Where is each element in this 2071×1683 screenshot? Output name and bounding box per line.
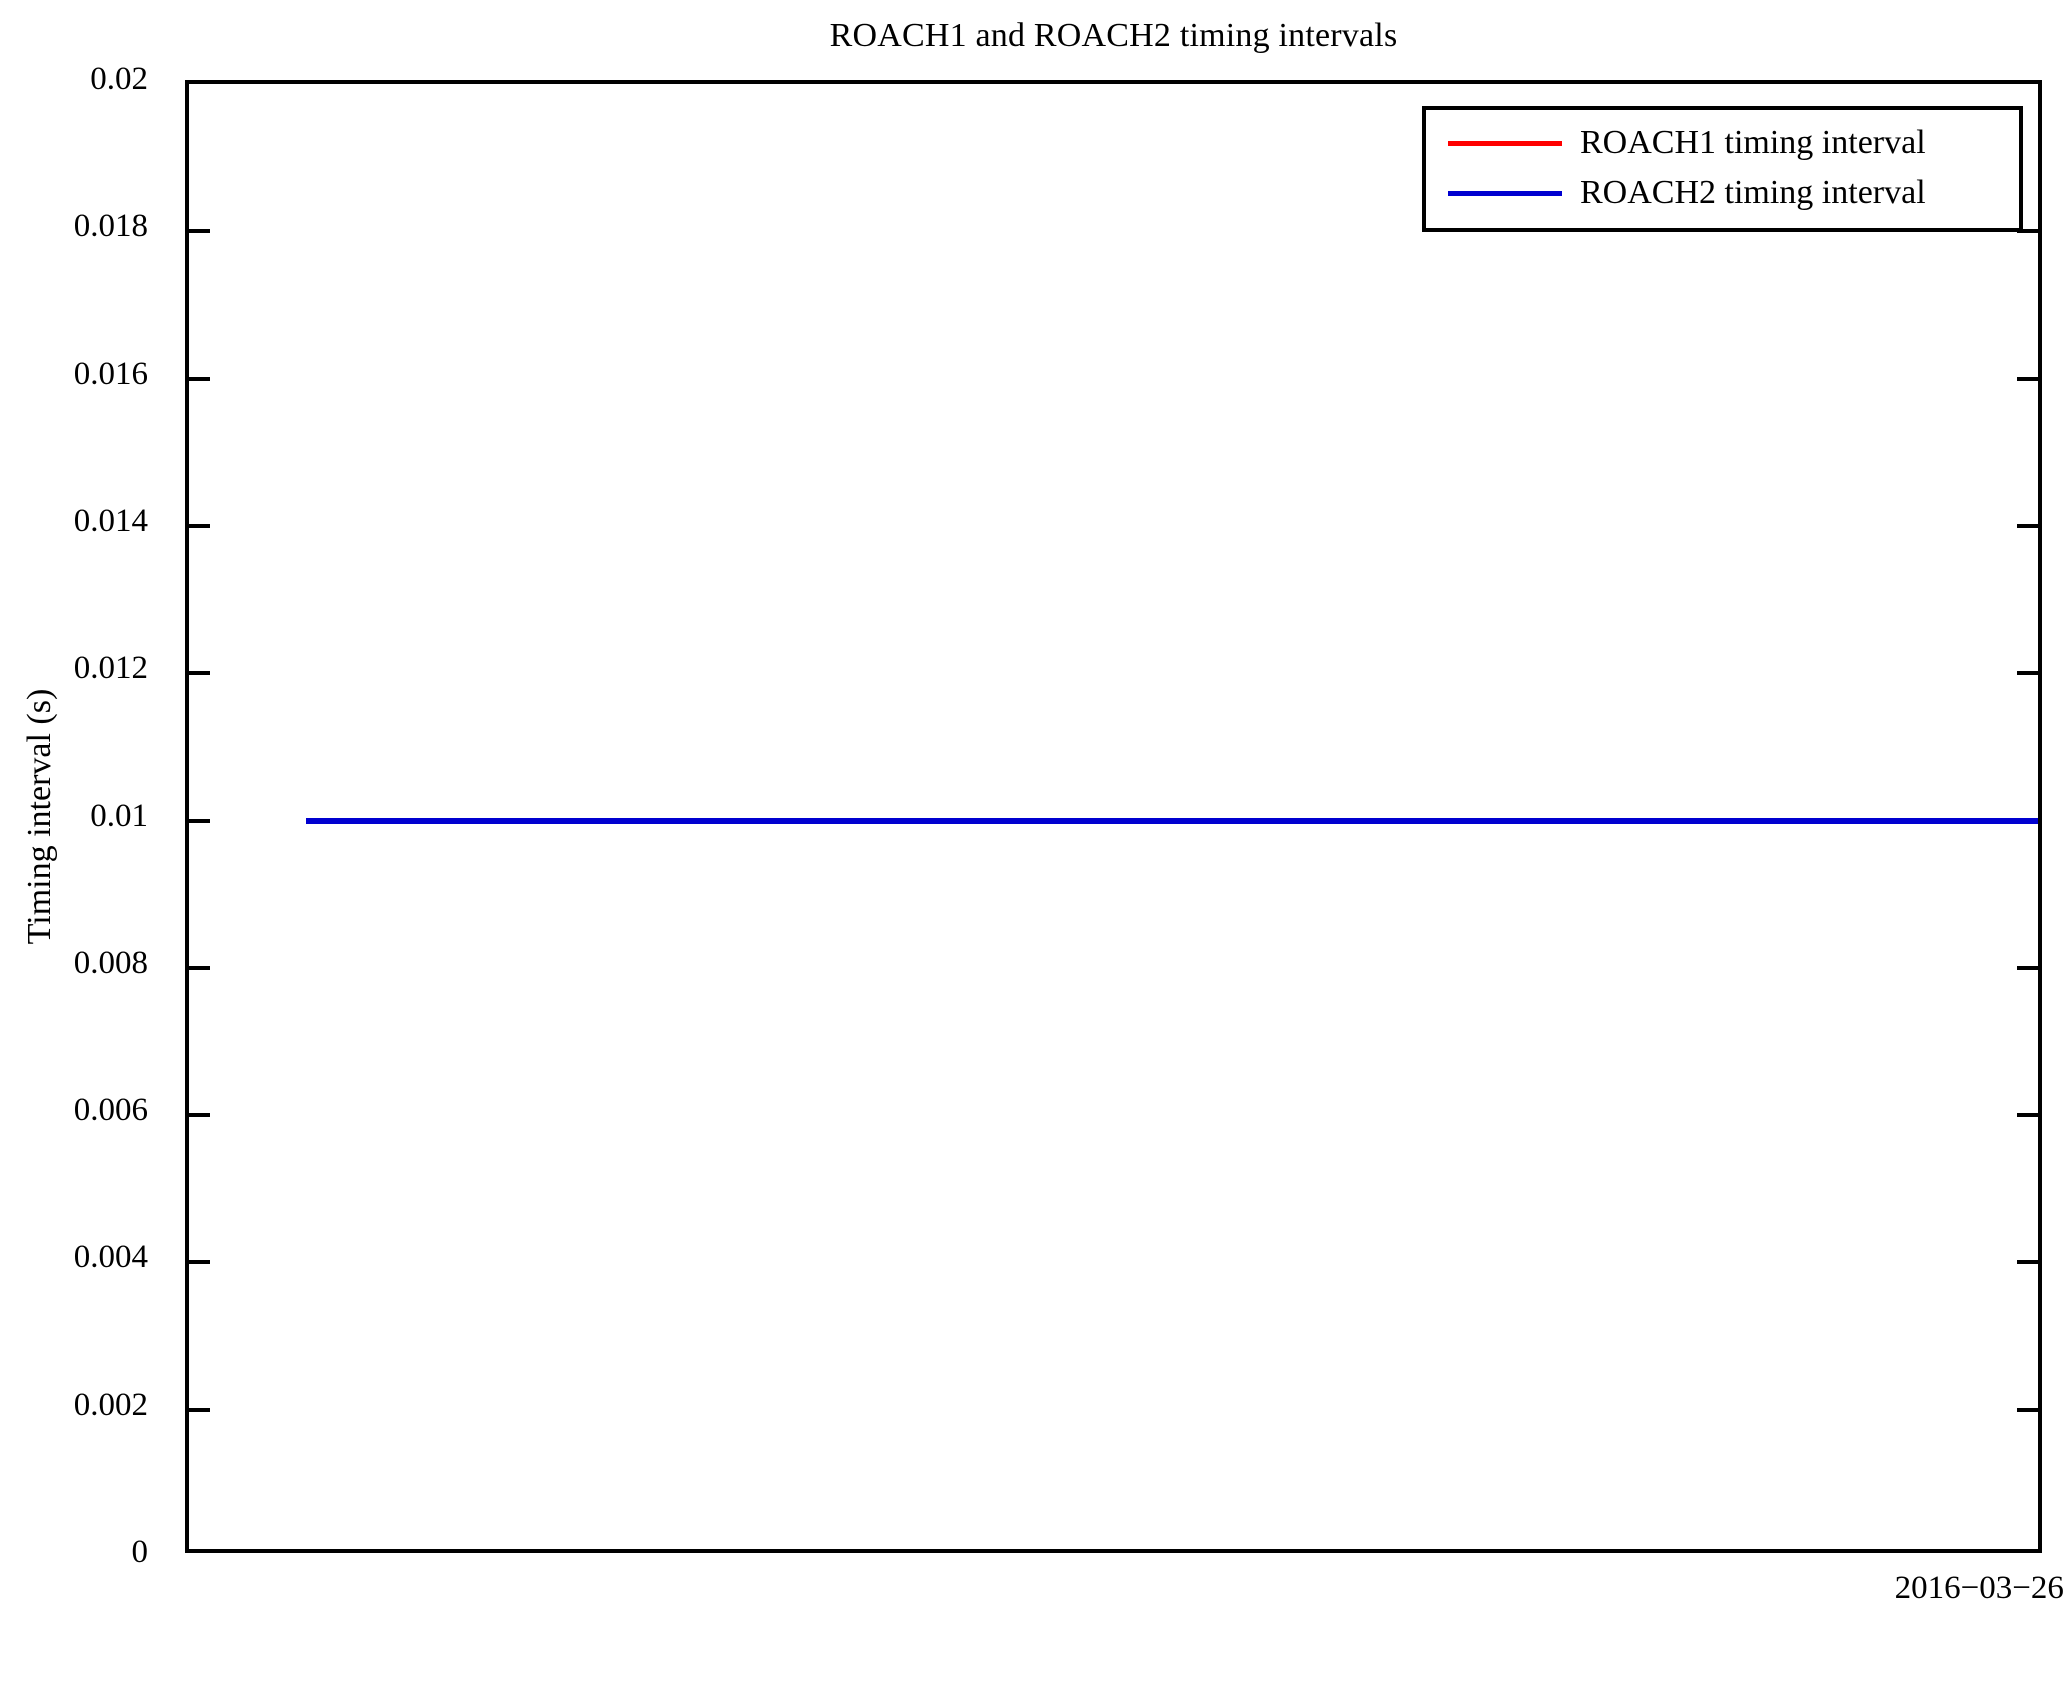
legend-item-roach1: ROACH1 timing interval xyxy=(1440,118,2005,168)
y-tick-mark-right xyxy=(2017,523,2038,528)
legend-label-roach2: ROACH2 timing interval xyxy=(1580,174,1926,211)
y-tick-label: 0.014 xyxy=(73,502,148,539)
y-tick-mark-left xyxy=(189,1407,210,1412)
y-tick-label: 0.004 xyxy=(73,1239,148,1276)
y-tick-mark-left xyxy=(189,1113,210,1118)
y-tick-mark-left xyxy=(189,818,210,823)
y-tick-mark-left xyxy=(189,376,210,381)
y-tick-label: 0.016 xyxy=(73,355,148,392)
chart-title-text: ROACH1 and ROACH2 timing intervals xyxy=(829,17,1398,54)
y-tick-mark-left xyxy=(189,671,210,676)
y-tick-mark-left xyxy=(189,965,210,970)
y-tick-label: 0.006 xyxy=(73,1092,148,1129)
plot-inner xyxy=(189,84,2038,1549)
series-line-roach2 xyxy=(305,817,2038,824)
y-tick-mark-left xyxy=(189,523,210,528)
y-tick-label: 0.012 xyxy=(73,650,148,687)
legend-swatch-line-icon-roach1 xyxy=(1448,140,1562,146)
y-tick-label: 0.002 xyxy=(73,1386,148,1423)
y-tick-mark-right xyxy=(2017,229,2038,234)
y-tick-mark-right xyxy=(2017,1113,2038,1118)
legend-box: ROACH1 timing interval ROACH2 timing int… xyxy=(1422,106,2023,232)
y-tick-label: 0.01 xyxy=(90,797,148,834)
y-tick-mark-right xyxy=(2017,376,2038,381)
chart-title: ROACH1 and ROACH2 timing intervals xyxy=(0,16,2071,56)
y-tick-label: 0.02 xyxy=(90,61,148,97)
legend-item-roach2: ROACH2 timing interval xyxy=(1440,168,2005,218)
y-tick-label: 0.018 xyxy=(73,208,148,245)
y-tick-label: 0.008 xyxy=(73,944,148,981)
y-tick-label: 0 xyxy=(131,1534,149,1570)
legend-swatch-line-icon-roach2 xyxy=(1448,190,1562,196)
y-tick-mark-right xyxy=(2017,965,2038,970)
y-tick-mark-right xyxy=(2017,1407,2038,1412)
legend-label-roach1: ROACH1 timing interval xyxy=(1580,124,1926,161)
y-tick-mark-left xyxy=(189,229,210,234)
y-tick-mark-right xyxy=(2017,1260,2038,1265)
x-tick-label: 2016−03−26 21:00:00 xyxy=(1894,1570,2071,1606)
y-tick-mark-right xyxy=(2017,671,2038,676)
y-tick-mark-left xyxy=(189,1260,210,1265)
plot-area xyxy=(185,80,2042,1553)
